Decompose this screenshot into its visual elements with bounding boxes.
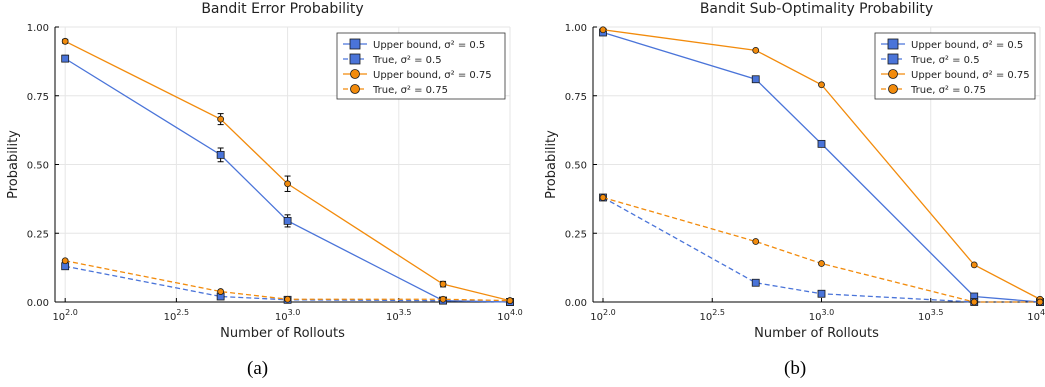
y-tick-label: 0.25 [27, 229, 49, 240]
data-point-circle [61, 257, 69, 265]
legend-marker-square [349, 53, 361, 65]
data-point-square [751, 75, 760, 84]
legend-marker-circle [350, 84, 360, 94]
legend-label: True, σ² = 0.5 [372, 55, 442, 66]
x-tick-label: 104.0 [497, 308, 522, 323]
caption-a: (a) [247, 358, 269, 379]
data-point-circle [506, 297, 514, 305]
data-point-square [61, 54, 70, 63]
legend-marker-square [887, 38, 899, 50]
legend-marker-circle [888, 84, 898, 94]
x-axis-label: Number of Rollouts [220, 326, 345, 341]
x-tick-label: 103.5 [386, 308, 411, 323]
x-tick-label: 104.0 [1027, 308, 1045, 323]
legend-label: True, σ² = 0.5 [910, 55, 980, 66]
data-point-circle [970, 298, 978, 306]
legend-label: Upper bound, σ² = 0.5 [373, 40, 485, 51]
chart-panel-b: Bandit Sub-Optimality Probability 0.00 0.2… [544, 1, 1045, 341]
chart-title: Bandit Error Probability [201, 1, 363, 17]
caption-b: (b) [784, 358, 807, 379]
data-point-square [216, 150, 225, 159]
data-point-circle [439, 295, 447, 303]
y-tick-label: 1.00 [27, 23, 49, 34]
y-tick-label: 0.50 [565, 161, 587, 172]
legend-marker-square [349, 38, 361, 50]
x-tick-label: 103.0 [275, 308, 300, 323]
legend-label: True, σ² = 0.75 [372, 85, 448, 96]
data-point-circle [284, 180, 291, 188]
data-point-circle [284, 295, 291, 303]
x-tick-label: 102.0 [52, 308, 77, 323]
y-tick-label: 0.25 [565, 229, 587, 240]
y-tick-label: 0.75 [565, 92, 587, 103]
data-point-square [817, 289, 826, 298]
data-point-circle [61, 37, 69, 45]
data-point-circle [599, 26, 607, 34]
data-point-circle [818, 260, 825, 267]
y-axis-label: Probability [544, 130, 559, 199]
legend-label: True, σ² = 0.75 [910, 85, 986, 96]
data-point-circle [217, 115, 225, 123]
data-point-square [817, 139, 826, 148]
y-tick-label: 1.00 [565, 23, 587, 34]
data-point-circle [217, 288, 225, 295]
data-point-square [283, 216, 292, 225]
legend: Upper bound, σ² = 0.5 True, σ² = 0.5 Upper… [336, 32, 506, 100]
legend-label: Upper bound, σ² = 0.75 [911, 70, 1030, 81]
legend-marker-square [887, 53, 899, 65]
y-axis-label: Probability [6, 130, 21, 199]
x-tick-label: 103.5 [918, 308, 943, 323]
data-point-circle [599, 194, 607, 201]
legend-marker-circle [350, 69, 360, 79]
data-point-square [751, 278, 760, 287]
chart-panel-a: Bandit Error Probability 0.00 0.25 0.50 0.75… [6, 1, 523, 341]
legend: Upper bound, σ² = 0.5 True, σ² = 0.5 Upper… [874, 32, 1036, 100]
y-tick-label: 0.75 [27, 92, 49, 103]
x-axis-label: Number of Rollouts [754, 326, 879, 341]
data-point-circle [439, 280, 447, 288]
y-tick-label: 0.00 [565, 298, 587, 309]
x-tick-label: 102.5 [700, 308, 725, 323]
legend-label: Upper bound, σ² = 0.5 [911, 40, 1023, 51]
x-tick-label: 102.0 [590, 308, 615, 323]
data-point-circle [752, 46, 760, 54]
legend-marker-circle [888, 69, 898, 79]
legend-label: Upper bound, σ² = 0.75 [373, 70, 492, 81]
data-point-circle [818, 81, 825, 89]
chart-title: Bandit Sub-Optimality Probability [700, 1, 933, 17]
y-tick-label: 0.00 [27, 298, 49, 309]
x-tick-label: 103.0 [809, 308, 834, 323]
data-point-circle [970, 261, 978, 269]
x-tick-label: 102.5 [164, 308, 189, 323]
data-point-circle [752, 238, 760, 245]
data-point-circle [1036, 298, 1044, 306]
y-tick-label: 0.50 [27, 161, 49, 172]
